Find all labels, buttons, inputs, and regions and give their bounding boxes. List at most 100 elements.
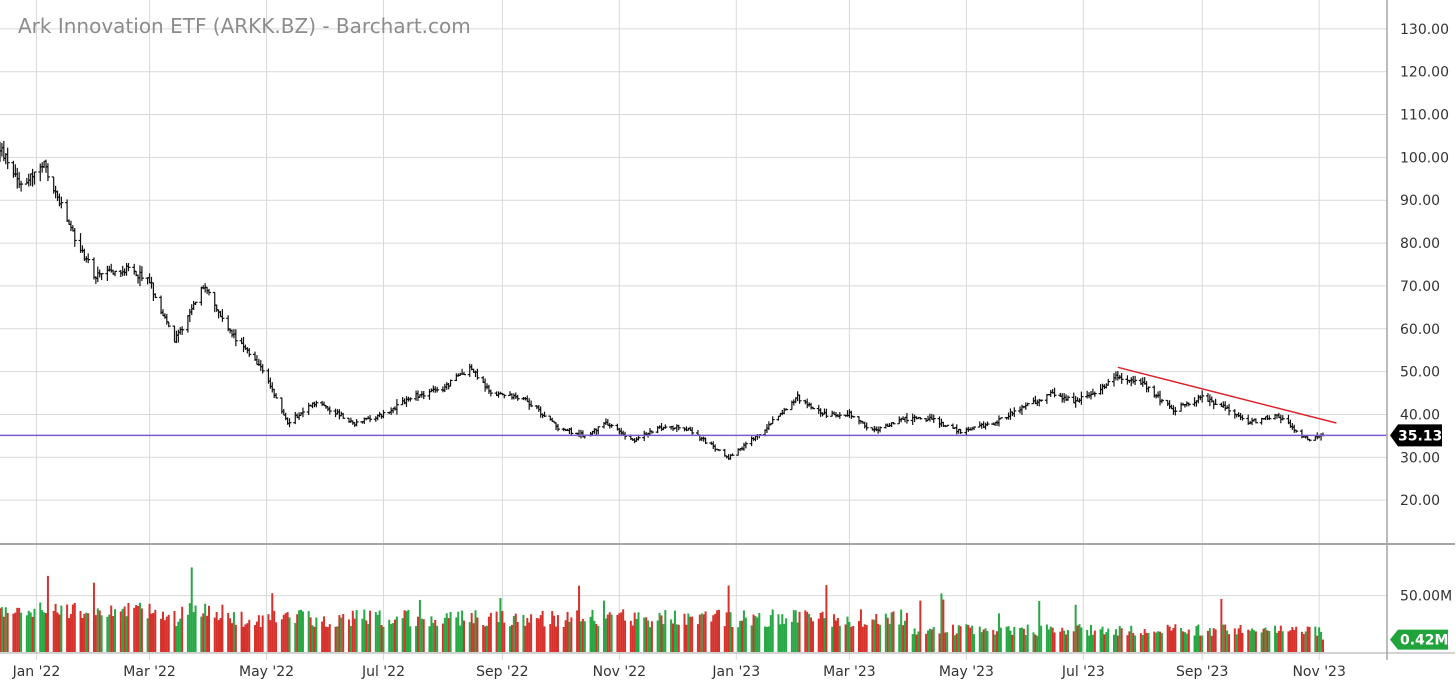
- ohlc-bar: [91, 257, 96, 280]
- volume-bar: [1300, 631, 1303, 652]
- volume-bar: [146, 618, 149, 652]
- volume-bar: [298, 610, 301, 652]
- volume-bar: [892, 611, 895, 652]
- volume-bar: [790, 621, 793, 652]
- volume-bar: [1247, 629, 1250, 652]
- volume-bar: [691, 616, 694, 652]
- ohlc-bar: [515, 394, 520, 401]
- volume-bar: [219, 618, 222, 652]
- ohlc-bar: [1106, 378, 1111, 386]
- last-volume-label: 0.42M: [1400, 633, 1448, 649]
- volume-bar: [367, 624, 370, 652]
- volume-bar: [610, 614, 613, 652]
- volume-bar: [1080, 627, 1083, 652]
- volume-bar: [512, 615, 515, 652]
- volume-bar: [1130, 625, 1133, 652]
- time-tick-label: May '22: [239, 664, 294, 680]
- volume-bar: [1105, 632, 1108, 652]
- volume-bar: [955, 633, 958, 652]
- volume-bar: [1160, 633, 1163, 652]
- volume-bar: [683, 613, 686, 652]
- volume-bar: [865, 625, 868, 652]
- ohlc-bar: [851, 415, 856, 418]
- volume-bar: [997, 613, 1000, 652]
- volume-bar: [1314, 626, 1317, 652]
- volume-bar: [1076, 625, 1079, 652]
- volume-bar: [1295, 626, 1298, 652]
- volume-bar: [1009, 630, 1012, 652]
- volume-bar: [1264, 627, 1267, 652]
- volume-bar: [495, 611, 498, 652]
- volume-bar: [606, 614, 609, 652]
- volume-bar: [1199, 635, 1202, 652]
- volume-bar: [905, 612, 908, 652]
- ohlc-bar: [488, 389, 493, 397]
- volume-bar: [165, 616, 168, 652]
- volume-bar: [562, 626, 565, 652]
- volume-bar: [543, 626, 546, 652]
- volume-bar: [898, 624, 901, 652]
- volume-bar: [1306, 626, 1309, 652]
- volume-bar: [1101, 626, 1104, 652]
- volume-bar: [447, 618, 450, 652]
- volume-bar: [455, 617, 458, 652]
- volume-bar: [200, 616, 203, 652]
- ohlc-bar: [193, 301, 198, 305]
- volume-bar: [1252, 630, 1255, 652]
- volume-bar: [1093, 630, 1096, 652]
- volume-bar: [785, 618, 788, 652]
- volume-bar: [635, 618, 638, 652]
- volume-bar: [792, 610, 795, 652]
- ohlc-bar: [1186, 402, 1191, 407]
- volume-bar: [1262, 628, 1265, 652]
- volume-bar: [850, 626, 853, 652]
- volume-bar: [685, 624, 688, 652]
- volume-bar: [551, 611, 554, 652]
- volume-bar: [43, 612, 46, 652]
- volume-bar: [69, 614, 72, 652]
- volume-bar: [315, 617, 318, 652]
- volume-bar: [1159, 631, 1162, 652]
- volume-bar: [1174, 624, 1177, 652]
- volume-bar: [1147, 633, 1150, 652]
- volume-bar: [704, 611, 707, 652]
- volume-bars: [0, 567, 1324, 652]
- volume-bar: [750, 625, 753, 652]
- volume-bar: [593, 620, 596, 652]
- ohlc-bar: [139, 266, 144, 282]
- volume-bar: [179, 618, 182, 652]
- ohlc-bar: [1146, 386, 1151, 393]
- volume-bar: [1260, 632, 1263, 652]
- ohlc-bar: [1025, 402, 1030, 407]
- volume-bar: [100, 615, 103, 652]
- volume-bar: [633, 612, 636, 652]
- volume-bar: [629, 620, 632, 652]
- volume-bar: [313, 626, 316, 652]
- volume-bar: [390, 623, 393, 652]
- volume-bar: [114, 609, 117, 652]
- volume-bar: [549, 624, 552, 652]
- volume-bar: [1118, 626, 1121, 652]
- volume-bar: [393, 619, 396, 652]
- volume-bar: [441, 623, 444, 652]
- ohlc-bar: [381, 410, 386, 419]
- volume-bar: [309, 617, 312, 652]
- volume-bar: [154, 609, 157, 652]
- volume-bar: [578, 585, 581, 652]
- ohlc-bar: [260, 364, 265, 374]
- volume-bar: [537, 618, 540, 652]
- price-tick-label: 70.00: [1400, 279, 1440, 295]
- volume-bar: [1066, 630, 1069, 652]
- ohlc-bar: [1065, 395, 1070, 401]
- volume-bar: [999, 627, 1002, 652]
- volume-bar: [579, 621, 582, 652]
- volume-bar: [2, 616, 5, 652]
- volume-bar: [363, 609, 366, 652]
- volume-bar: [376, 614, 379, 652]
- volume-bar: [648, 627, 651, 652]
- time-tick-label: May '23: [939, 664, 994, 680]
- volume-bar: [660, 615, 663, 652]
- volume-bar: [106, 616, 109, 652]
- volume-bar: [497, 622, 500, 652]
